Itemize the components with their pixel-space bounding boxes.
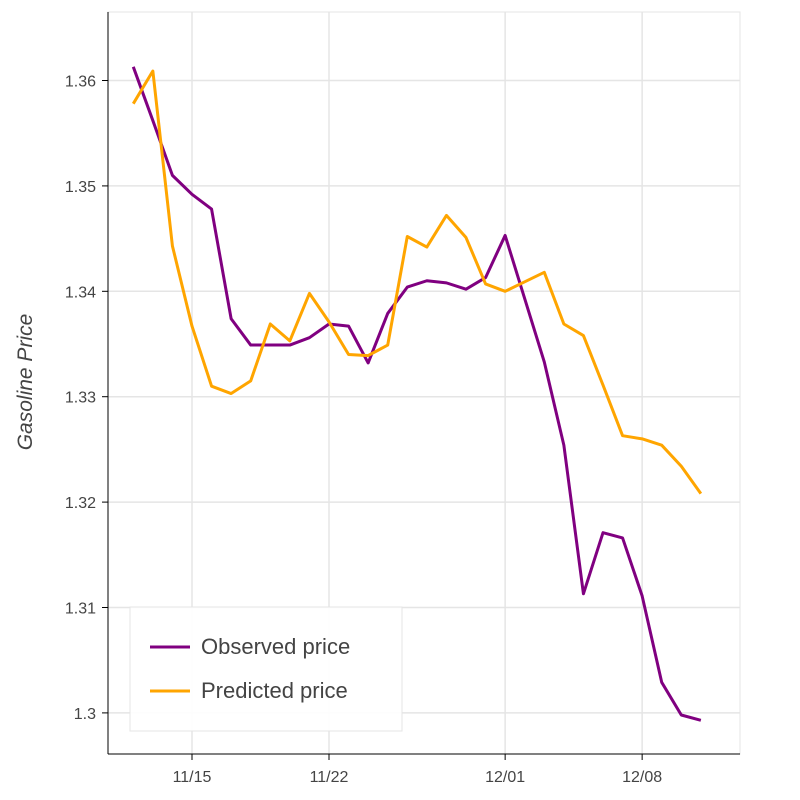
x-tick-label: 12/01 (485, 769, 525, 786)
y-tick-label: 1.36 (65, 74, 96, 91)
y-tick-label: 1.34 (65, 284, 96, 301)
series-line-predicted (131, 69, 703, 495)
x-tick-label: 11/22 (310, 769, 349, 786)
y-tick-label: 1.33 (65, 390, 96, 407)
legend-label-predicted: Predicted price (201, 678, 348, 703)
y-tick-label: 1.31 (65, 600, 96, 617)
y-tick-label: 1.35 (65, 179, 96, 196)
legend-label-observed: Observed price (201, 634, 350, 659)
series-layer (131, 66, 703, 722)
x-tick-label: 12/08 (622, 769, 662, 786)
x-tick-label: 11/15 (173, 769, 212, 786)
legend: Observed price Predicted price (129, 606, 403, 732)
legend-box (129, 606, 403, 732)
axes: 1.3 1.31 1.32 1.33 1.34 1.35 1.36 11/15 11/22 12/… (65, 12, 740, 786)
y-axis-title: Gasoline Price (14, 314, 37, 451)
y-tick-label: 1.32 (65, 495, 96, 512)
y-tick-label: 1.3 (74, 706, 96, 723)
series-line-observed (131, 66, 702, 722)
